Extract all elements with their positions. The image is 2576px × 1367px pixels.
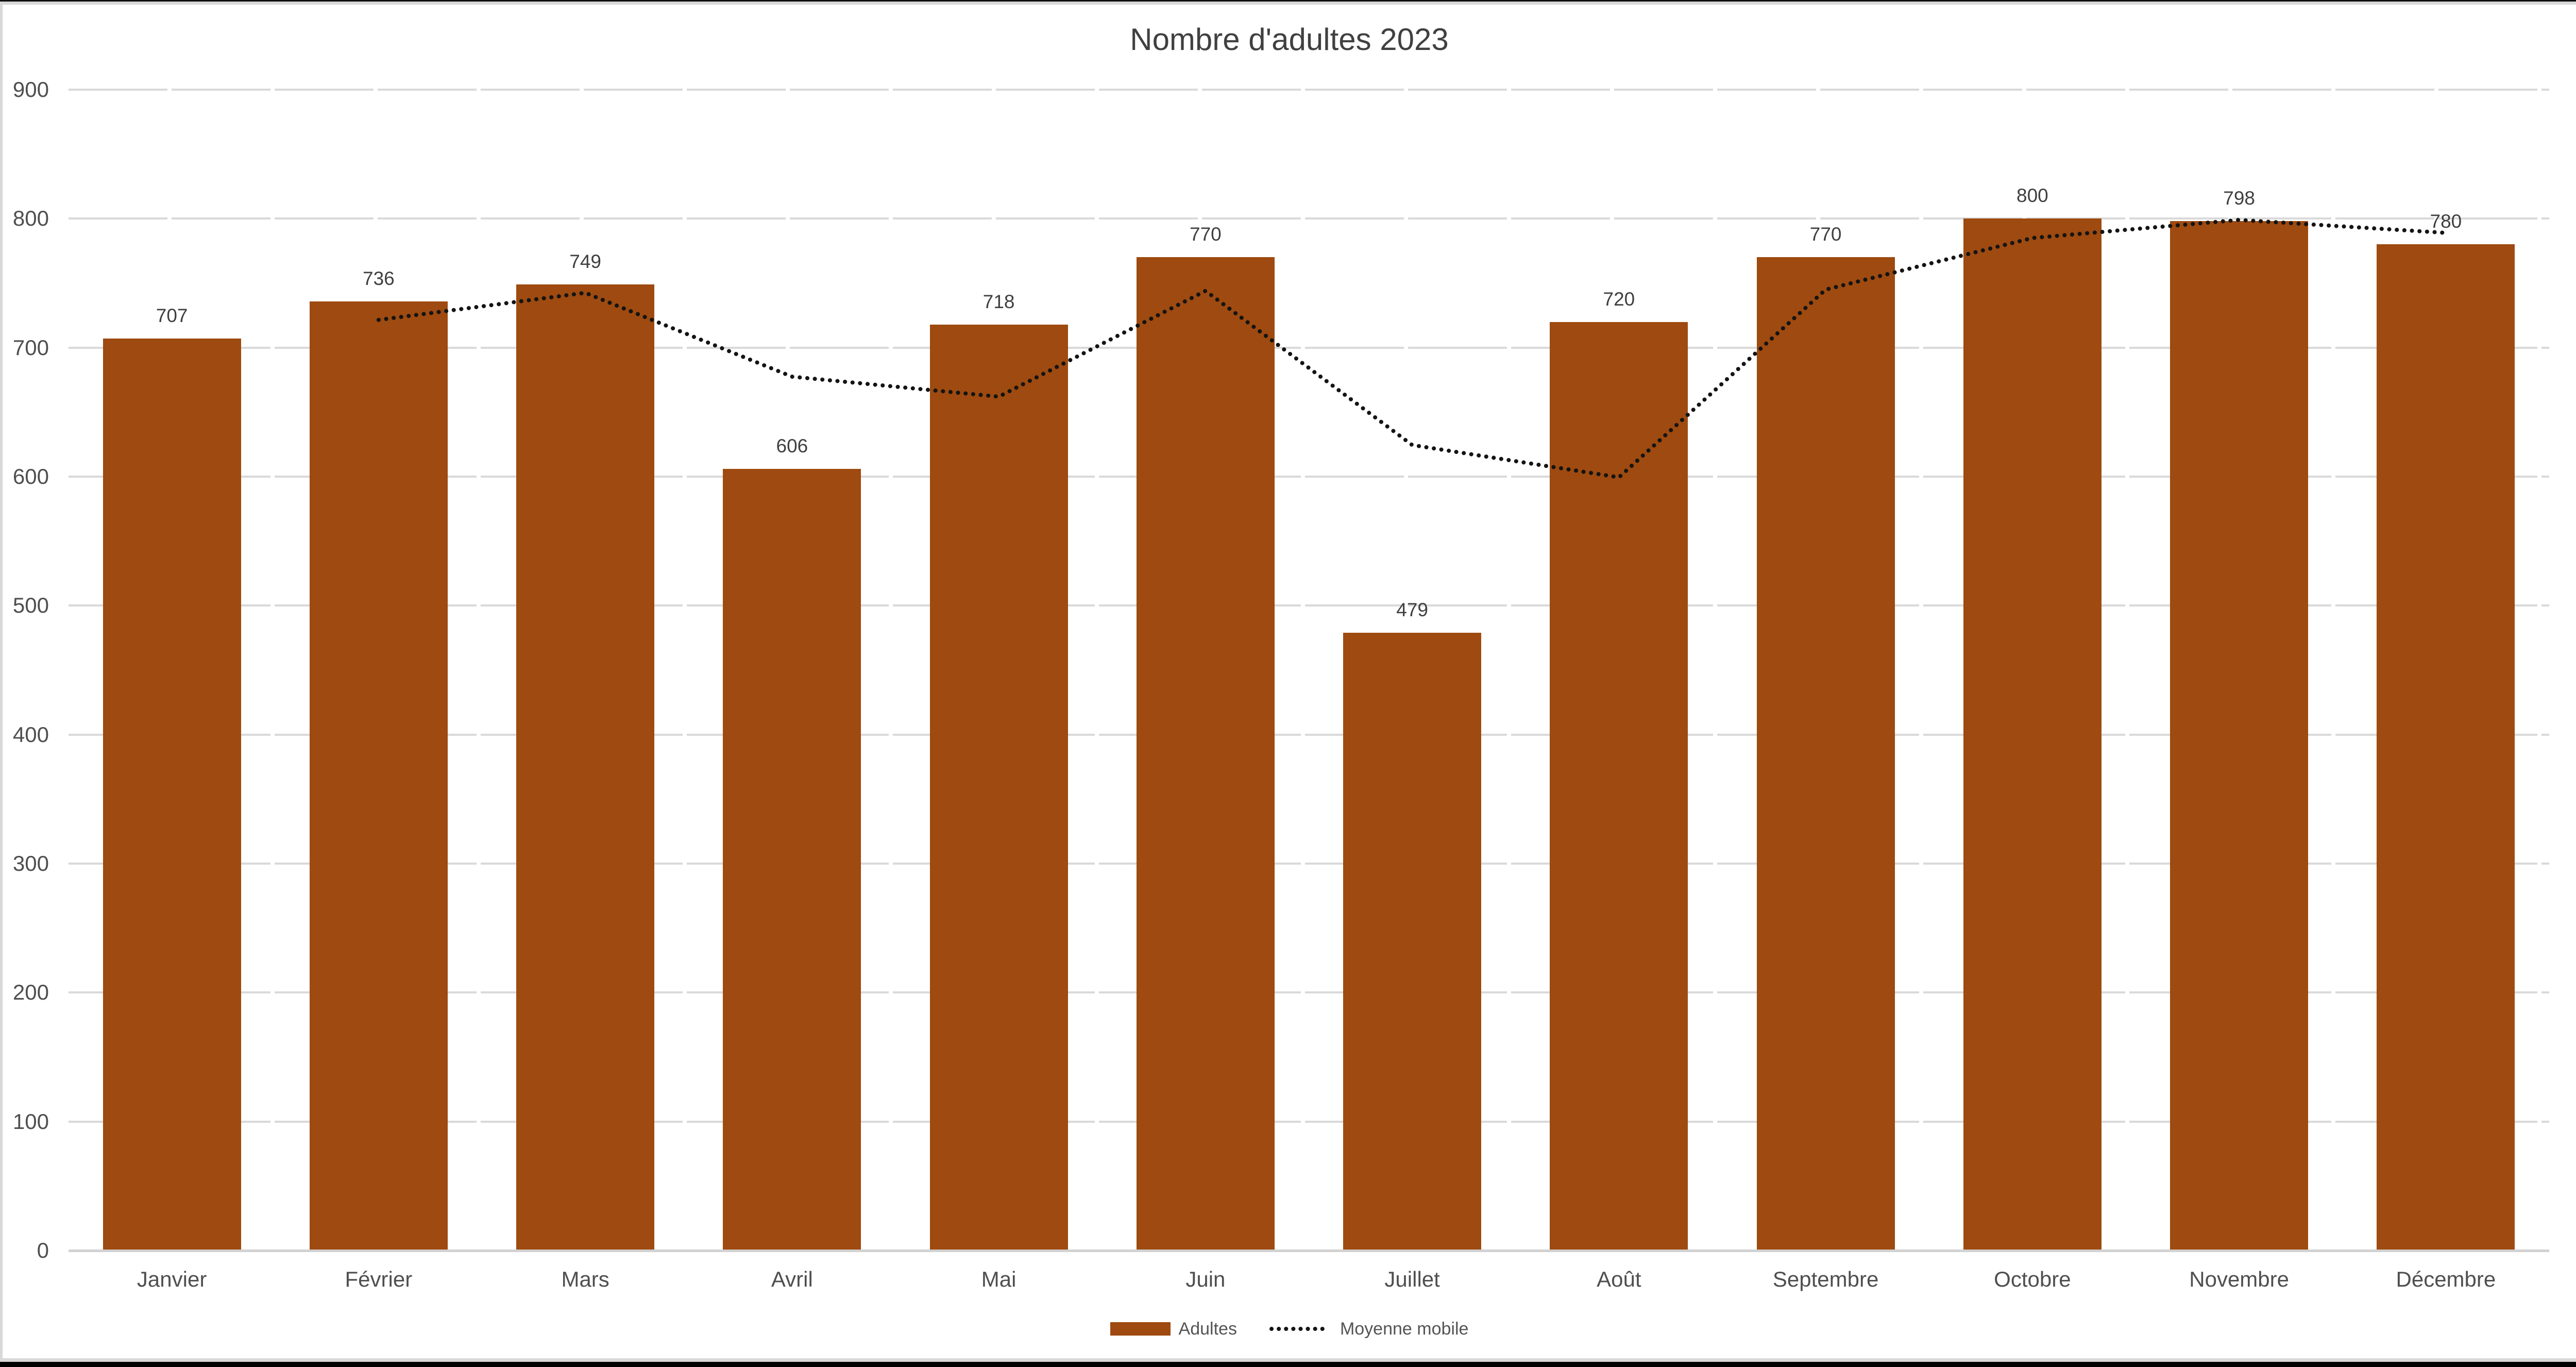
x-label-février: Février xyxy=(345,1267,413,1291)
bar-juillet[interactable] xyxy=(1343,632,1482,1251)
x-label-juin: Juin xyxy=(1185,1267,1226,1291)
y-tick-label-100: 100 xyxy=(12,1109,49,1134)
x-label-mars: Mars xyxy=(561,1267,609,1291)
window-edge-top xyxy=(0,0,2576,2)
data-label-octobre: 800 xyxy=(2016,185,2048,207)
legend-label-adultes[interactable]: Adultes xyxy=(1178,1319,1237,1339)
data-label-août: 720 xyxy=(1603,288,1635,310)
y-tick-label-0: 0 xyxy=(37,1238,49,1262)
legend-dotted-line-icon[interactable] xyxy=(1269,1326,1332,1331)
window-edge-top-border xyxy=(0,2,2576,5)
gridline-900 xyxy=(69,89,2549,91)
bar-septembre[interactable] xyxy=(1756,257,1895,1251)
data-label-avril: 606 xyxy=(776,435,808,457)
bar-décembre[interactable] xyxy=(2377,244,2515,1251)
chart-legend: Adultes Moyenne mobile xyxy=(0,1317,2576,1341)
bar-octobre[interactable] xyxy=(1963,218,2102,1251)
gridline-300 xyxy=(69,863,2549,865)
y-tick-label-600: 600 xyxy=(12,464,49,488)
data-label-juillet: 479 xyxy=(1396,599,1428,620)
x-label-octobre: Octobre xyxy=(1994,1267,2071,1291)
bar-juin[interactable] xyxy=(1136,257,1275,1251)
window-edge-bottom xyxy=(0,1362,2576,1367)
bar-février[interactable] xyxy=(309,301,448,1251)
gridline-400 xyxy=(69,733,2549,736)
bar-mai[interactable] xyxy=(929,324,1068,1251)
x-label-janvier: Janvier xyxy=(137,1267,207,1291)
legend-swatch-adultes[interactable] xyxy=(1110,1322,1171,1336)
data-label-septembre: 770 xyxy=(1809,224,1842,245)
gridline-200 xyxy=(69,991,2549,994)
bar-mars[interactable] xyxy=(516,284,655,1251)
x-label-mai: Mai xyxy=(981,1267,1016,1291)
x-label-décembre: Décembre xyxy=(2396,1267,2496,1291)
bar-janvier[interactable] xyxy=(103,339,241,1251)
x-label-août: Août xyxy=(1597,1267,1641,1291)
data-label-juin: 770 xyxy=(1190,224,1222,245)
x-label-avril: Avril xyxy=(771,1267,813,1291)
data-label-mars: 749 xyxy=(569,251,601,272)
data-label-décembre: 780 xyxy=(2430,211,2462,232)
bar-avril[interactable] xyxy=(723,468,861,1251)
legend-label-moyenne-mobile[interactable]: Moyenne mobile xyxy=(1340,1319,1469,1339)
data-label-janvier: 707 xyxy=(156,305,188,327)
y-tick-label-500: 500 xyxy=(12,593,49,618)
y-tick-label-200: 200 xyxy=(12,980,49,1005)
bar-août[interactable] xyxy=(1550,322,1688,1251)
data-label-novembre: 798 xyxy=(2223,188,2255,209)
window-edge-left-border xyxy=(0,5,3,1358)
gridline-500 xyxy=(69,604,2549,607)
x-axis-line xyxy=(69,1250,2549,1252)
gridline-800 xyxy=(69,217,2549,220)
x-label-juillet: Juillet xyxy=(1384,1267,1440,1291)
y-tick-label-800: 800 xyxy=(12,206,49,231)
y-tick-label-400: 400 xyxy=(12,722,49,747)
window-edge-bottom-border xyxy=(0,1358,2576,1362)
y-tick-label-900: 900 xyxy=(12,77,49,102)
data-label-mai: 718 xyxy=(982,291,1015,312)
data-label-février: 736 xyxy=(363,267,395,289)
chart-title: Nombre d'adultes 2023 xyxy=(1130,22,1449,57)
x-label-novembre: Novembre xyxy=(2189,1267,2289,1291)
gridline-100 xyxy=(69,1120,2549,1123)
bar-novembre[interactable] xyxy=(2170,221,2309,1251)
x-label-septembre: Septembre xyxy=(1772,1267,1879,1291)
y-tick-label-300: 300 xyxy=(12,851,49,875)
y-tick-label-700: 700 xyxy=(12,335,49,360)
